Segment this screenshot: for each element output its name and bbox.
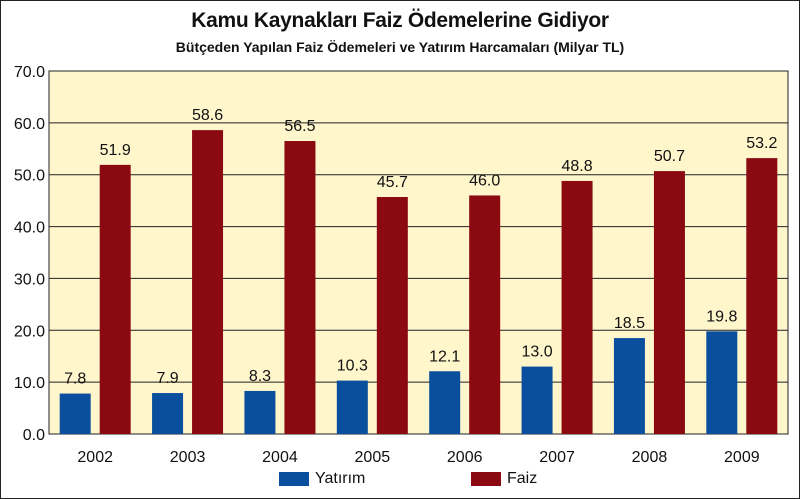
- data-label: 7.9: [156, 370, 178, 387]
- x-tick-label: 2002: [77, 449, 113, 466]
- bar-faiz: [376, 197, 408, 434]
- data-label: 12.1: [429, 348, 460, 365]
- chart-subtitle: Bütçeden Yapılan Faiz Ödemeleri ve Yatır…: [175, 39, 625, 55]
- y-tick-label: 0.0: [23, 427, 45, 444]
- y-tick-label: 60.0: [14, 116, 45, 133]
- data-label: 50.7: [654, 148, 685, 165]
- y-tick-label: 50.0: [14, 168, 45, 185]
- legend-swatch-yatirim: [279, 472, 309, 486]
- bar-faiz: [561, 180, 593, 434]
- data-label: 46.0: [469, 172, 500, 189]
- bar-yatirim: [706, 331, 738, 434]
- x-tick-label: 2006: [447, 449, 483, 466]
- bar-faiz: [653, 171, 685, 434]
- bar-faiz: [469, 195, 501, 434]
- bar-yatirim: [521, 366, 553, 434]
- y-tick-label: 30.0: [14, 271, 45, 288]
- bar-yatirim: [244, 390, 276, 434]
- y-tick-label: 20.0: [14, 323, 45, 340]
- data-label: 56.5: [284, 118, 315, 135]
- legend-label-yatirim: Yatırım: [315, 470, 366, 487]
- bar-faiz: [284, 141, 316, 434]
- bar-faiz: [99, 164, 131, 434]
- bar-yatirim: [613, 338, 645, 434]
- chart-title: Kamu Kaynakları Faiz Ödemelerine Gidiyor: [191, 9, 609, 32]
- x-tick-label: 2004: [262, 449, 298, 466]
- y-tick-label: 70.0: [14, 64, 45, 81]
- legend-swatch-faiz: [471, 472, 501, 486]
- bar-yatirim: [429, 371, 461, 434]
- data-label: 19.8: [706, 308, 737, 325]
- y-tick-label: 10.0: [14, 375, 45, 392]
- bar-yatirim: [152, 393, 184, 434]
- legend-item-yatirim: Yatırım: [279, 470, 365, 488]
- bar-yatirim: [336, 380, 368, 434]
- data-label: 8.3: [249, 368, 271, 385]
- x-tick-label: 2009: [724, 449, 760, 466]
- x-tick-label: 2003: [170, 449, 206, 466]
- x-tick-label: 2007: [539, 449, 575, 466]
- data-label: 13.0: [521, 344, 552, 361]
- bar-faiz: [746, 158, 778, 434]
- plot-border: [48, 70, 789, 435]
- legend-label-faiz: Faiz: [507, 470, 538, 487]
- data-label: 53.2: [746, 135, 777, 152]
- data-label: 48.8: [561, 158, 592, 175]
- data-label: 18.5: [614, 315, 645, 332]
- y-tick-label: 40.0: [14, 220, 45, 237]
- data-label: 51.9: [100, 142, 131, 159]
- data-label: 10.3: [337, 358, 368, 375]
- bar-faiz: [192, 130, 224, 435]
- x-tick-label: 2008: [632, 449, 668, 466]
- x-tick-label: 2005: [355, 449, 391, 466]
- data-label: 45.7: [377, 174, 408, 191]
- bar-yatirim: [59, 393, 91, 434]
- data-label: 58.6: [192, 107, 223, 124]
- legend-item-faiz: Faiz: [471, 470, 537, 488]
- data-label: 7.8: [64, 371, 86, 388]
